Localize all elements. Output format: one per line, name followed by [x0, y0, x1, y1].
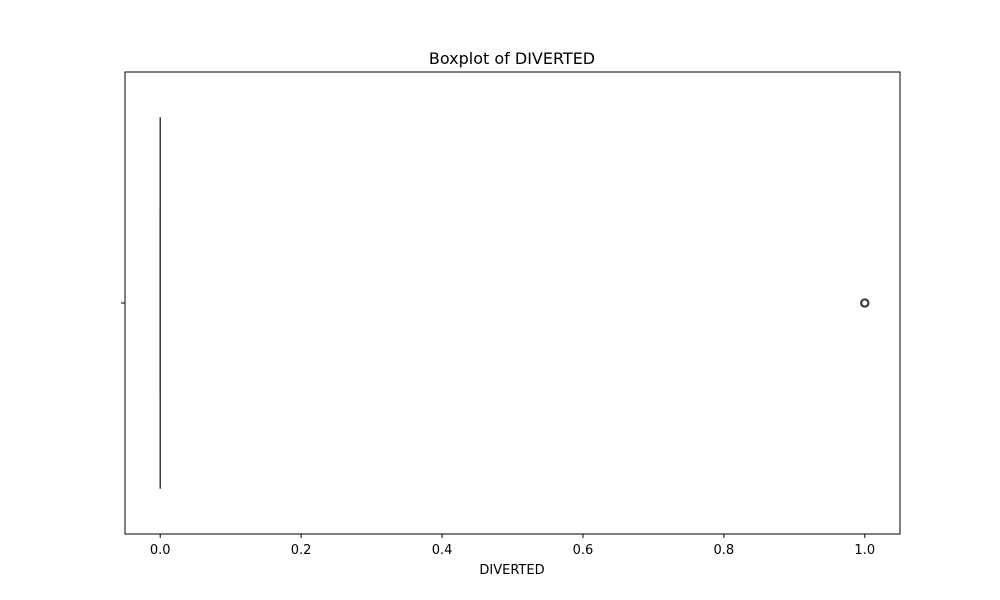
x-tick-label: 0.8	[714, 543, 735, 558]
outlier-point	[861, 299, 869, 307]
x-axis-ticks: 0.0 0.2 0.4 0.6 0.8 1.0	[150, 534, 875, 558]
x-tick-label: 0.4	[432, 543, 453, 558]
x-tick-label: 1.0	[854, 543, 875, 558]
plot-area-frame	[124, 71, 901, 535]
outlier-points	[860, 298, 870, 308]
outlier-point	[860, 298, 870, 308]
x-tick-label: 0.2	[291, 543, 312, 558]
x-tick-label: 0.0	[150, 543, 171, 558]
x-axis-label: DIVERTED	[479, 563, 544, 578]
chart-title: Boxplot of DIVERTED	[429, 49, 595, 68]
x-tick-label: 0.6	[573, 543, 594, 558]
